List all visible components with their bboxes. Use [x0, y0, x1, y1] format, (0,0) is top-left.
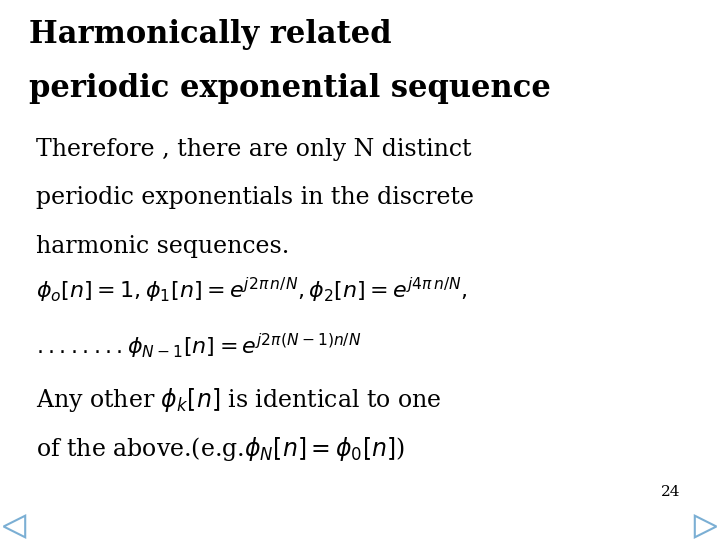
Text: periodic exponentials in the discrete: periodic exponentials in the discrete [36, 186, 474, 210]
Text: harmonic sequences.: harmonic sequences. [36, 235, 289, 258]
Text: Therefore , there are only N distinct: Therefore , there are only N distinct [36, 138, 472, 161]
Polygon shape [695, 516, 716, 537]
Text: of the above.(e.g.$\phi_N[n]=\phi_0[n]$): of the above.(e.g.$\phi_N[n]=\phi_0[n]$) [36, 435, 405, 463]
Polygon shape [4, 516, 25, 537]
Text: Harmonically related: Harmonically related [29, 19, 392, 50]
Text: $........\phi_{N-1}[n]=e^{j2\pi(N-1)n/N}$: $........\phi_{N-1}[n]=e^{j2\pi(N-1)n/N}… [36, 332, 361, 361]
Text: periodic exponential sequence: periodic exponential sequence [29, 73, 551, 104]
Text: Any other $\phi_k[n]$ is identical to one: Any other $\phi_k[n]$ is identical to on… [36, 386, 441, 414]
Text: $\phi_o[n]=1, \phi_1[n]=e^{j2\pi\, n/N}, \phi_2[n]=e^{j4\pi\, n/N},$: $\phi_o[n]=1, \phi_1[n]=e^{j2\pi\, n/N},… [36, 275, 468, 305]
Text: 24: 24 [661, 485, 680, 500]
